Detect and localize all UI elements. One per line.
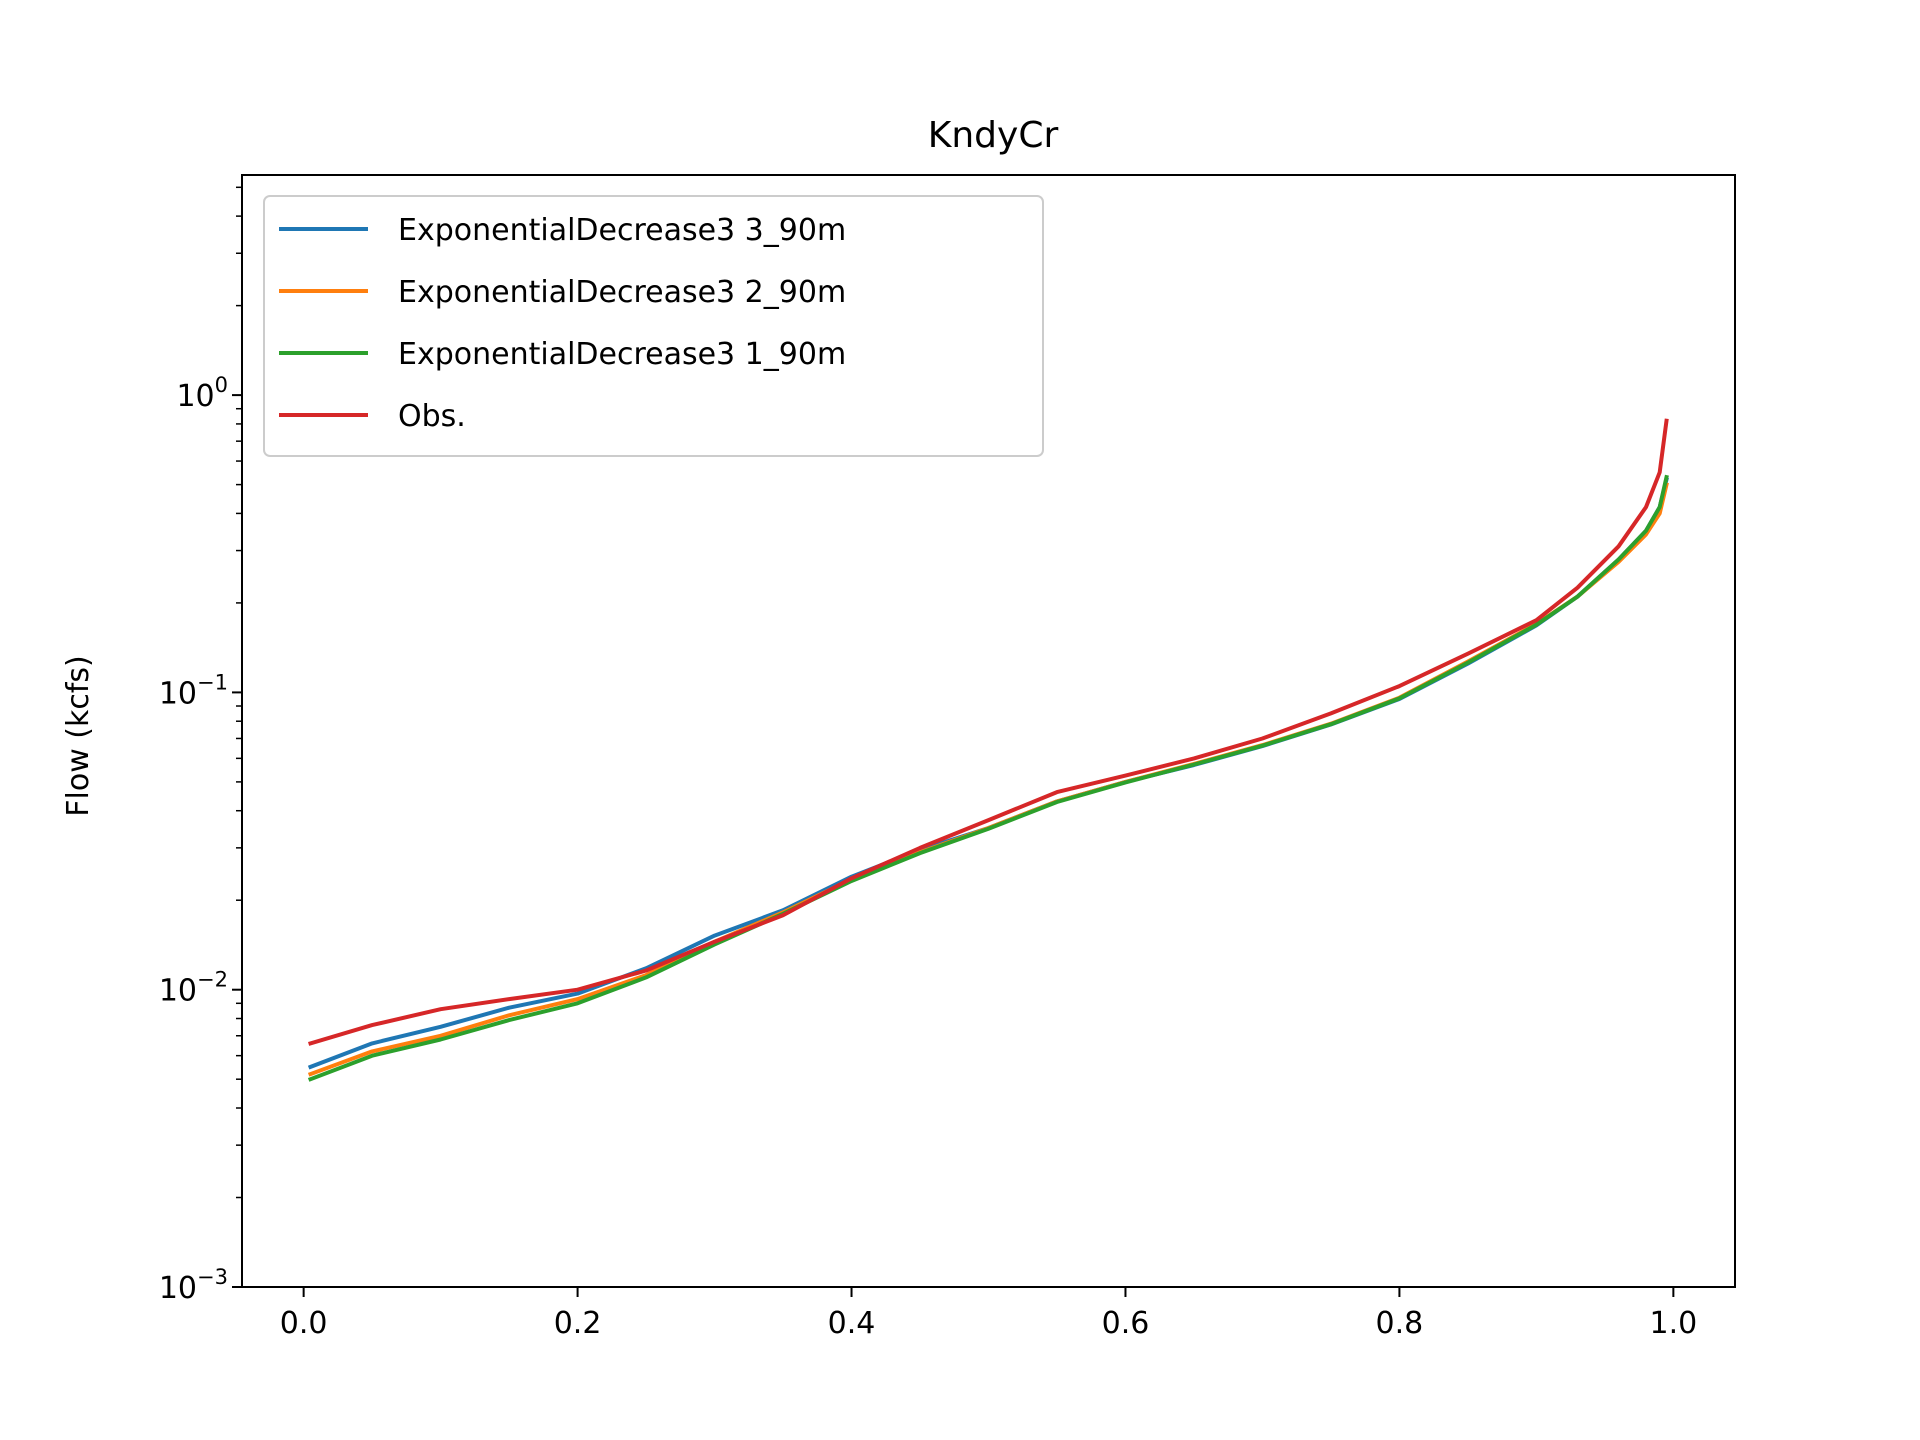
series-layer — [307, 418, 1669, 1082]
x-ticks: 0.0 0.2 0.4 0.6 0.8 1.0 — [280, 1287, 1697, 1341]
legend-label: ExponentialDecrease3 1_90m — [398, 337, 846, 372]
x-tick-label: 0.2 — [554, 1306, 602, 1341]
x-tick-label: 0.8 — [1376, 1306, 1424, 1341]
legend-label: Obs. — [398, 399, 466, 434]
chart-title: KndyCr — [928, 115, 1059, 156]
x-tick-label: 0.0 — [280, 1306, 328, 1341]
plot-frame — [241, 174, 1736, 1288]
series-line-3 — [307, 474, 1669, 1082]
x-tick-label: 0.4 — [828, 1306, 876, 1341]
y-major-ticks: 10−3 10−2 10−1 100 — [159, 373, 242, 1306]
y-tick-label: 10−1 — [159, 670, 228, 711]
x-tick-label: 1.0 — [1650, 1306, 1698, 1341]
series-line-4 — [308, 418, 1669, 1046]
x-tick-label: 0.6 — [1102, 1306, 1150, 1341]
legend-box — [263, 195, 1044, 457]
y-tick-label: 100 — [176, 373, 228, 414]
legend: ExponentialDecrease3 3_90m ExponentialDec… — [263, 195, 1044, 457]
legend-label: ExponentialDecrease3 3_90m — [398, 213, 846, 248]
y-tick-label: 10−3 — [159, 1265, 228, 1306]
y-tick-label: 10−2 — [159, 968, 228, 1009]
legend-label: ExponentialDecrease3 2_90m — [398, 275, 846, 310]
plot-area — [307, 418, 1669, 1082]
y-axis-label: Flow (kcfs) — [61, 655, 96, 816]
